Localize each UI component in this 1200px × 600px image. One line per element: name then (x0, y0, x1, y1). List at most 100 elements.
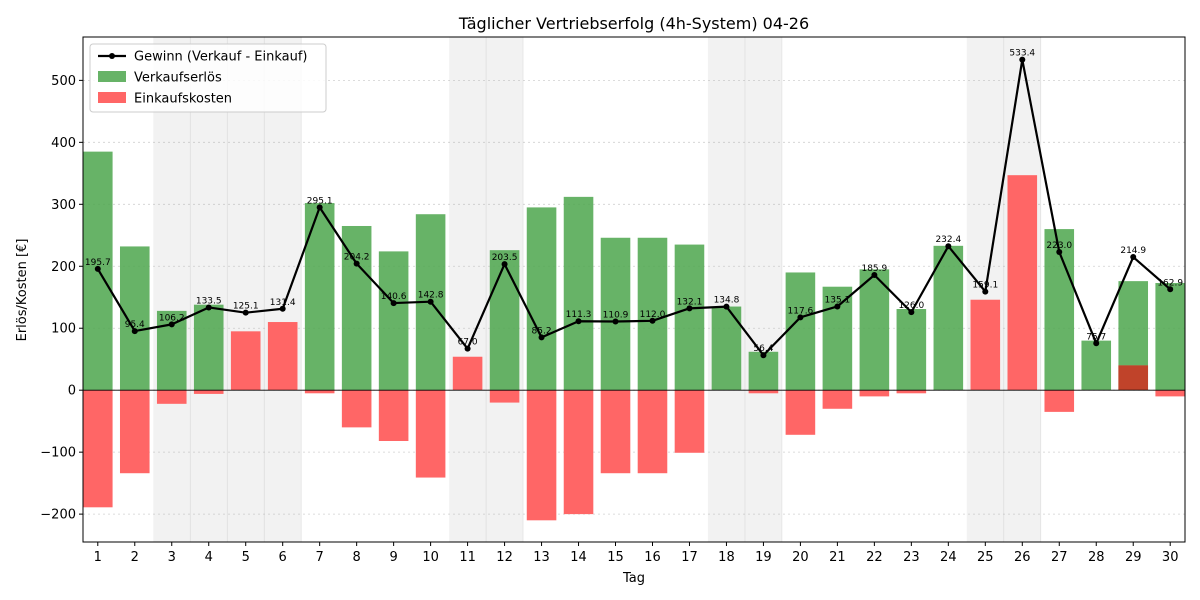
profit-point-day-25 (982, 288, 989, 295)
bar-einkaufskosten-pos-day-26 (1007, 175, 1038, 391)
profit-point-day-23 (908, 309, 915, 316)
x-tick-label-18: 18 (718, 550, 735, 565)
shade-band-day-4 (190, 37, 228, 542)
x-tick-label-29: 29 (1125, 550, 1142, 565)
shade-band-day-3 (153, 37, 191, 542)
profit-data-label-day-23: 126.0 (898, 301, 924, 311)
bar-overlap-day-29 (1118, 365, 1149, 391)
profit-point-day-28 (1093, 340, 1100, 347)
chart-title: Täglicher Vertriebserfolg (4h-System) 04… (458, 14, 809, 33)
y-tick-label-0: 0 (68, 384, 76, 399)
x-tick-label-14: 14 (570, 550, 587, 565)
x-tick-label-20: 20 (792, 550, 809, 565)
profit-point-day-5 (242, 309, 249, 316)
bar-einkaufskosten-neg-day-8 (341, 390, 372, 428)
x-tick-label-11: 11 (459, 550, 476, 565)
profit-data-label-day-5: 125.1 (233, 302, 259, 312)
profit-point-day-24 (945, 243, 952, 250)
y-axis-label: Erlös/Kosten [€] (15, 239, 30, 342)
x-tick-label-17: 17 (681, 550, 698, 565)
legend-swatch-einkaufskosten (98, 92, 126, 103)
bar-verkaufserloes-day-7 (304, 203, 335, 391)
bar-einkaufskosten-neg-day-7 (304, 390, 335, 394)
profit-data-label-day-4: 133.5 (196, 296, 222, 306)
profit-data-label-day-24: 232.4 (935, 235, 961, 245)
bar-verkaufserloes-day-8 (341, 225, 372, 391)
profit-line-path (96, 58, 1171, 357)
profit-data-label-day-26: 533.4 (1009, 49, 1035, 59)
profit-point-day-29 (1130, 254, 1137, 261)
y-tick-label-100: 100 (51, 322, 76, 337)
bar-einkaufskosten-neg-day-30 (1155, 390, 1185, 397)
profit-data-label-day-22: 185.9 (861, 264, 887, 274)
profit-point-day-14 (575, 318, 582, 325)
bar-einkaufskosten-neg-day-9 (378, 390, 409, 441)
profit-data-label-day-11: 67.0 (458, 338, 478, 348)
x-tick-label-28: 28 (1088, 550, 1105, 565)
bar-einkaufskosten-neg-day-20 (785, 390, 816, 435)
profit-data-label-day-6: 131.4 (270, 298, 296, 308)
profit-point-day-7 (316, 204, 323, 211)
x-tick-label-25: 25 (977, 550, 994, 565)
profit-data-label-day-14: 111.3 (566, 310, 592, 320)
bar-verkaufserloes-day-15 (600, 237, 631, 391)
x-tick-label-9: 9 (389, 550, 397, 565)
profit-data-label-day-30: 162.9 (1157, 278, 1183, 288)
bar-einkaufskosten-neg-day-4 (193, 390, 224, 394)
bar-einkaufskosten-neg-day-27 (1044, 390, 1075, 412)
x-tick-label-6: 6 (279, 550, 287, 565)
bar-einkaufskosten-neg-day-23 (896, 390, 927, 394)
x-tick-label-3: 3 (168, 550, 176, 565)
profit-data-label-day-10: 142.8 (418, 291, 444, 301)
profit-point-day-13 (538, 334, 545, 341)
profit-data-label-day-8: 204.2 (344, 253, 370, 263)
profit-point-day-16 (649, 317, 656, 324)
x-tick-label-22: 22 (866, 550, 883, 565)
legend: Gewinn (Verkauf - Einkauf) Verkaufserlös E… (89, 43, 327, 113)
x-tick-label-13: 13 (533, 550, 550, 565)
x-tick-label-15: 15 (607, 550, 624, 565)
bar-verkaufserloes-day-17 (674, 244, 705, 391)
profit-data-label-day-25: 159.1 (972, 281, 998, 291)
bar-einkaufskosten-neg-day-17 (674, 390, 705, 453)
bar-verkaufserloes-day-22 (859, 269, 890, 391)
bar-einkaufskosten-neg-day-21 (822, 390, 853, 409)
profit-line (94, 56, 1174, 359)
x-tick-label-5: 5 (242, 550, 250, 565)
bar-einkaufskosten-pos-day-5 (230, 331, 261, 391)
profit-data-label-day-2: 95.4 (125, 320, 145, 330)
shaded-day-bands (153, 37, 1042, 542)
shade-band-day-19 (744, 37, 782, 542)
bar-einkaufskosten-pos-day-25 (970, 299, 1001, 391)
profit-data-label-day-9: 140.6 (381, 292, 407, 302)
bar-einkaufskosten-neg-day-12 (489, 390, 520, 403)
profit-point-day-6 (279, 305, 286, 312)
profit-data-label-day-12: 203.5 (492, 253, 518, 263)
x-tick-label-16: 16 (644, 550, 661, 565)
profit-data-label-day-28: 75.7 (1086, 332, 1106, 342)
profit-point-day-4 (205, 304, 212, 311)
profit-data-label-day-7: 295.1 (307, 196, 333, 206)
bar-verkaufserloes-day-27 (1044, 229, 1075, 391)
bar-einkaufskosten-neg-day-22 (859, 390, 890, 397)
profit-point-day-15 (612, 318, 619, 325)
x-tick-label-8: 8 (353, 550, 361, 565)
profit-point-day-22 (871, 272, 878, 279)
legend-box (89, 43, 327, 113)
legend-label-0: Gewinn (Verkauf - Einkauf) (134, 50, 307, 65)
data-labels: 195.7 95.4 106.2 133.5 125.1 131.4 295.1 204.2 1… (85, 49, 1183, 355)
profit-data-label-day-19: 56.4 (753, 344, 773, 354)
profit-data-label-day-29: 214.9 (1120, 246, 1146, 256)
x-tick-label-30: 30 (1162, 550, 1179, 565)
x-tick-label-1: 1 (94, 550, 102, 565)
legend-swatch-verkaufserloes (98, 71, 126, 82)
bar-verkaufserloes-day-4 (193, 304, 224, 391)
profit-data-label-day-27: 223.0 (1046, 241, 1072, 251)
y-tick-label--200: −200 (40, 508, 76, 523)
bar-verkaufserloes-day-23 (896, 309, 927, 391)
profit-point-day-2 (131, 328, 138, 335)
x-tick-label-7: 7 (316, 550, 324, 565)
plot-frame (82, 36, 1186, 543)
